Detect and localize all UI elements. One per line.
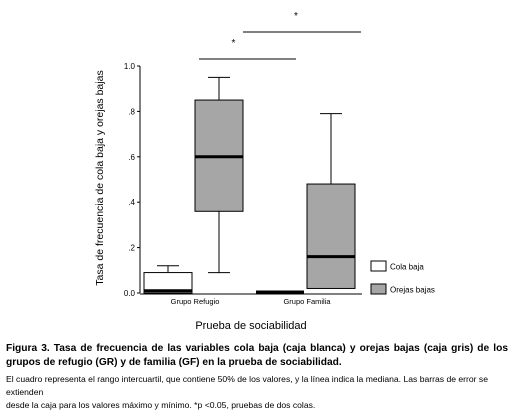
chart-axes: 0.0 .2 .4 .6 .8 1.0 Grupo Refugio Grupo Familia bbox=[124, 62, 362, 306]
y-tick-label: 0.0 bbox=[124, 289, 136, 298]
y-tick-label: .4 bbox=[128, 198, 135, 207]
y-tick-label: 1.0 bbox=[124, 62, 136, 71]
legend-swatch bbox=[370, 283, 387, 295]
significance-star: * bbox=[232, 38, 236, 49]
significance-markers: ** bbox=[199, 11, 361, 60]
figure-caption-line: desde la caja para los valores máximo y … bbox=[6, 400, 316, 410]
significance-star: * bbox=[294, 11, 298, 22]
figure-caption-body: El cuadro representa el rango intercuart… bbox=[6, 373, 510, 412]
x-tick-label: Grupo Refugio bbox=[171, 297, 220, 306]
box-iqr bbox=[306, 183, 356, 289]
y-tick-label: .6 bbox=[128, 153, 135, 162]
y-tick-label: .8 bbox=[128, 107, 135, 116]
legend-label: Orejas bajas bbox=[390, 286, 435, 295]
box-plot bbox=[143, 265, 193, 294]
box-series bbox=[143, 76, 356, 294]
boxplot-chart: 0.0 .2 .4 .6 .8 1.0 Grupo Refugio Grupo Familia… bbox=[94, 11, 435, 332]
legend-label: Cola baja bbox=[390, 263, 424, 272]
legend-swatch bbox=[370, 260, 387, 272]
y-axis-label: Tasa de frecuencia de cola baja y orejas… bbox=[94, 70, 106, 285]
figure-caption-line: El cuadro representa el rango intercuart… bbox=[6, 374, 489, 397]
figure-caption-title: Figura 3. Tasa de frecuencia de las vari… bbox=[6, 343, 508, 368]
box-plot bbox=[306, 113, 356, 289]
y-tick-label: .2 bbox=[128, 244, 135, 253]
x-axis-label: Prueba de sociabilidad bbox=[195, 320, 306, 332]
box-plot bbox=[194, 76, 244, 274]
box-iqr bbox=[143, 272, 193, 294]
x-tick-label: Grupo Familia bbox=[283, 297, 331, 306]
chart-legend: Cola baja Orejas bajas bbox=[370, 260, 435, 295]
